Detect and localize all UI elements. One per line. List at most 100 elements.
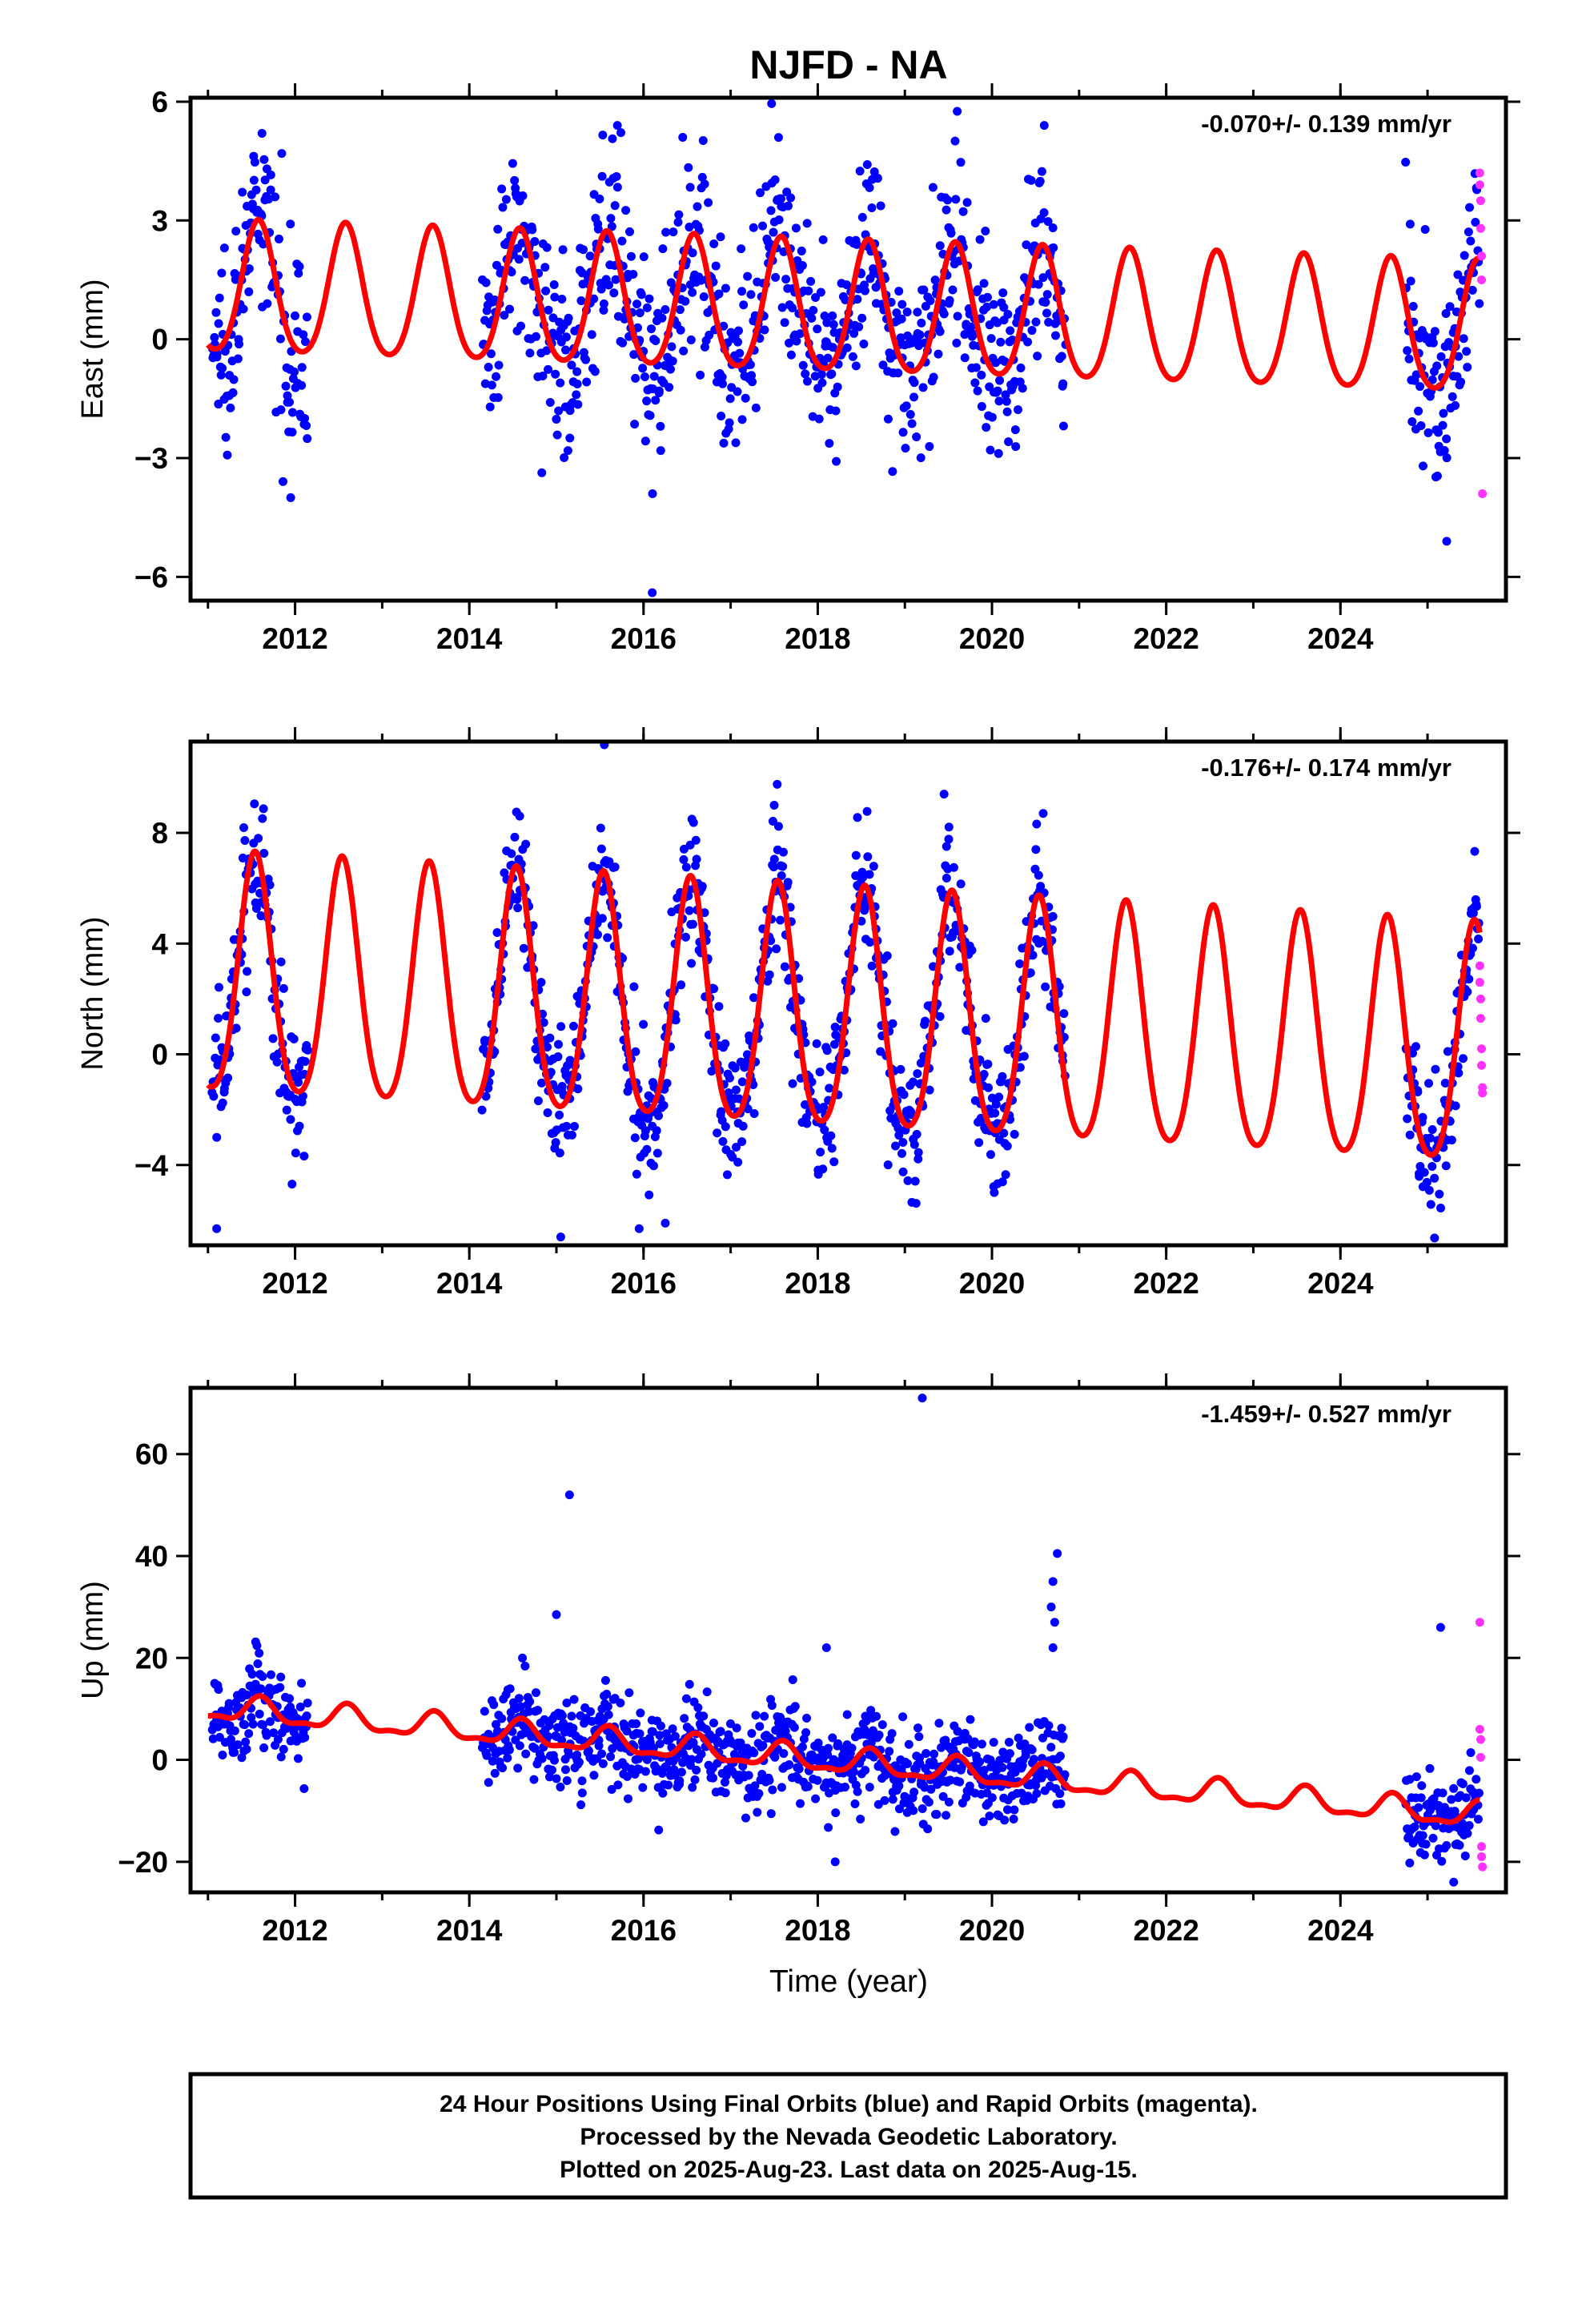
data-point xyxy=(841,296,850,305)
data-point xyxy=(876,201,885,211)
data-point xyxy=(897,1148,906,1158)
data-point xyxy=(550,292,560,302)
data-point xyxy=(247,1670,257,1679)
data-point xyxy=(1420,224,1430,234)
data-point xyxy=(640,372,649,381)
data-point xyxy=(1438,420,1447,430)
velocity-label: -0.070+/- 0.139 mm/yr xyxy=(1201,110,1452,138)
data-point xyxy=(887,1729,897,1739)
data-point xyxy=(284,397,294,407)
data-point xyxy=(981,1014,990,1023)
data-point xyxy=(210,332,219,342)
data-point xyxy=(251,185,261,195)
data-point xyxy=(990,1108,1000,1118)
data-point-outlier xyxy=(212,1224,222,1233)
data-point xyxy=(635,1729,644,1739)
data-point xyxy=(699,1711,709,1721)
data-point xyxy=(520,1661,530,1671)
data-point xyxy=(994,1092,1004,1102)
data-point xyxy=(909,378,919,388)
data-point xyxy=(557,1711,567,1720)
data-point xyxy=(543,1042,552,1051)
data-point xyxy=(651,396,661,405)
data-point xyxy=(971,363,981,372)
data-point xyxy=(514,1694,524,1703)
data-point xyxy=(888,1795,897,1804)
data-point xyxy=(1465,203,1475,212)
data-point xyxy=(768,1785,777,1795)
data-point xyxy=(598,131,608,140)
data-point xyxy=(901,401,911,411)
data-point xyxy=(984,1083,994,1092)
data-point-outlier xyxy=(1435,1622,1445,1632)
rapid-point xyxy=(1478,489,1488,498)
data-point xyxy=(951,195,961,204)
data-point xyxy=(818,235,828,244)
data-point xyxy=(807,313,817,323)
data-point xyxy=(841,280,851,290)
data-point xyxy=(676,325,685,335)
data-point-outlier xyxy=(612,121,622,131)
data-point xyxy=(689,818,698,827)
data-point xyxy=(1041,297,1050,307)
data-point xyxy=(914,1732,924,1742)
data-point xyxy=(939,309,949,319)
data-point xyxy=(565,433,575,443)
data-point xyxy=(259,804,268,814)
data-point xyxy=(719,321,729,331)
data-point xyxy=(741,393,750,403)
data-point-outlier xyxy=(939,790,949,799)
data-point xyxy=(1009,1815,1018,1824)
data-point xyxy=(533,1096,543,1106)
data-point xyxy=(1001,390,1010,400)
data-point-outlier xyxy=(1449,1877,1459,1887)
data-point xyxy=(770,175,780,185)
data-point xyxy=(1470,846,1480,856)
data-point xyxy=(772,944,781,954)
data-point-outlier xyxy=(1046,1602,1056,1612)
data-point xyxy=(1027,326,1037,336)
data-point xyxy=(853,295,862,304)
data-point xyxy=(297,1679,307,1688)
data-point xyxy=(279,1744,288,1754)
data-point xyxy=(645,411,655,420)
data-point xyxy=(228,388,238,397)
data-point xyxy=(721,283,730,293)
data-point xyxy=(642,396,652,406)
data-point xyxy=(738,1121,748,1131)
data-point xyxy=(766,1809,776,1819)
data-point xyxy=(786,350,796,360)
data-point xyxy=(606,214,616,223)
data-point xyxy=(721,1122,730,1132)
data-point xyxy=(516,321,526,331)
data-point xyxy=(603,1702,612,1711)
data-point xyxy=(1031,317,1041,327)
data-point xyxy=(654,1825,664,1835)
data-point xyxy=(552,414,561,424)
data-point xyxy=(853,1787,862,1796)
data-point xyxy=(929,372,938,382)
data-point xyxy=(898,428,908,437)
data-point xyxy=(909,1806,918,1815)
data-point xyxy=(1441,1161,1451,1171)
data-point xyxy=(297,363,307,372)
data-point xyxy=(696,370,705,380)
data-point xyxy=(255,1648,264,1658)
data-point xyxy=(1438,1788,1447,1798)
data-point xyxy=(1418,461,1427,471)
data-point xyxy=(967,946,977,955)
data-point xyxy=(1430,1233,1439,1243)
data-point xyxy=(573,1084,583,1094)
data-point xyxy=(697,1749,706,1759)
data-point xyxy=(1458,1054,1468,1063)
data-point xyxy=(279,983,288,993)
data-point xyxy=(253,1659,263,1668)
data-point xyxy=(1464,1766,1474,1775)
velocity-label: -1.459+/- 0.527 mm/yr xyxy=(1201,1400,1452,1428)
rapid-point xyxy=(1476,1752,1485,1762)
data-point xyxy=(721,1788,730,1798)
data-point xyxy=(1460,251,1469,260)
data-point xyxy=(211,308,221,317)
rapid-point xyxy=(1476,994,1485,1003)
data-point xyxy=(680,1714,689,1723)
